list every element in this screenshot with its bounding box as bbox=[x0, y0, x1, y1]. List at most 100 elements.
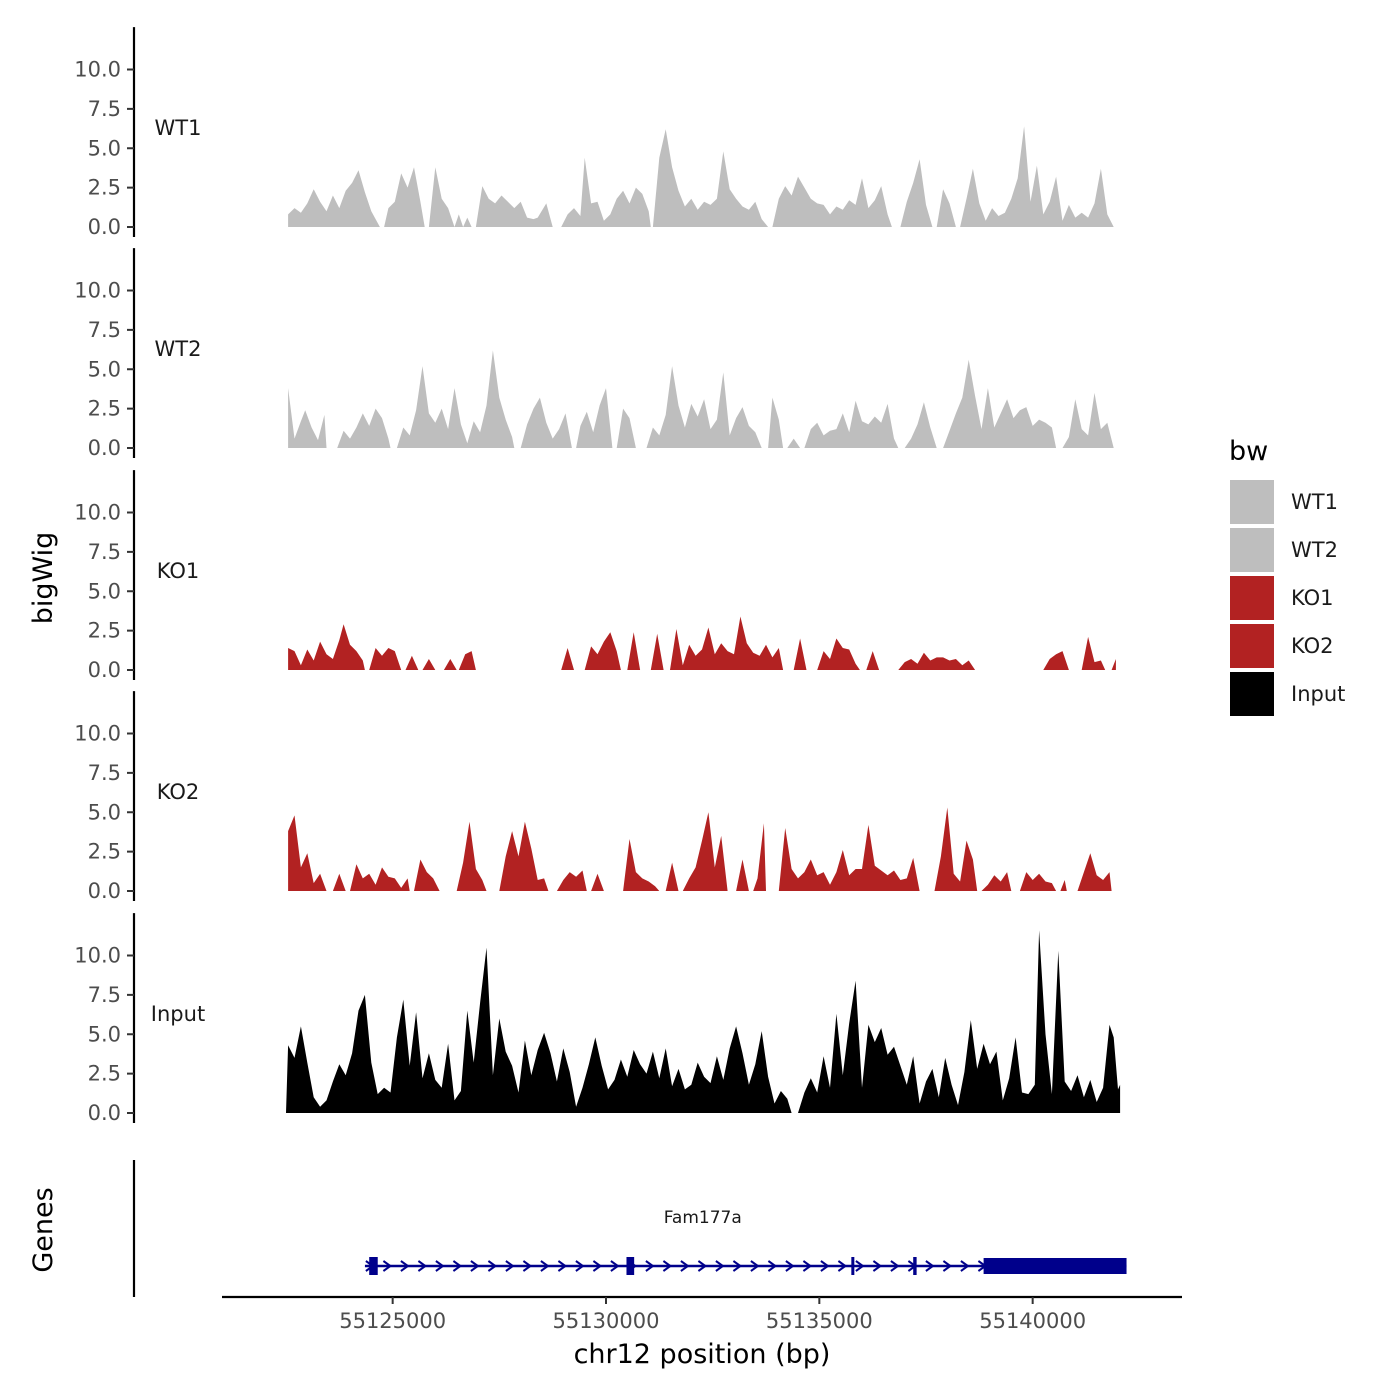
strand-arrow bbox=[960, 1260, 970, 1272]
genes-axis-title: Genes bbox=[28, 1187, 59, 1272]
y-tick-label: 10.0 bbox=[74, 501, 121, 525]
track-label-ko2: KO2 bbox=[157, 780, 200, 804]
strand-arrow bbox=[802, 1260, 813, 1272]
signal-tracks: 0.02.55.07.510.0WT10.02.55.07.510.0WT20.… bbox=[74, 27, 1121, 1125]
y-tick-label: 7.5 bbox=[88, 540, 121, 564]
track-wt1: 0.0 2.5 5.0 7.5 10.0 WT1 bbox=[74, 27, 1114, 239]
strand-arrow bbox=[435, 1260, 445, 1272]
strand-arrow bbox=[697, 1260, 708, 1272]
track-label-wt1: WT1 bbox=[155, 116, 202, 140]
strand-arrow bbox=[575, 1260, 585, 1272]
y-tick-label: 0.0 bbox=[88, 436, 121, 460]
y-tick-label: 5.0 bbox=[88, 136, 121, 160]
signal-area-input bbox=[286, 930, 1121, 1113]
strand-arrow bbox=[540, 1260, 550, 1272]
legend-key-input bbox=[1230, 672, 1274, 716]
signal-area-wt2 bbox=[288, 350, 1114, 448]
genes-track: Fam177a bbox=[132, 1160, 1127, 1297]
legend-key-wt2 bbox=[1230, 528, 1274, 572]
strand-arrow bbox=[942, 1260, 953, 1272]
x-tick-label: 55130000 bbox=[553, 1309, 660, 1333]
legend-label-wt1: WT1 bbox=[1291, 490, 1338, 514]
strand-arrow bbox=[820, 1260, 830, 1272]
y-tick-label: 10.0 bbox=[74, 944, 121, 968]
strand-arrow bbox=[470, 1260, 480, 1272]
strand-arrow bbox=[592, 1260, 603, 1272]
gene-exon bbox=[369, 1257, 378, 1275]
x-tick-label: 55135000 bbox=[766, 1309, 873, 1333]
strand-arrow bbox=[645, 1260, 655, 1272]
strand-arrow bbox=[680, 1260, 690, 1272]
strand-arrow bbox=[925, 1260, 935, 1272]
strand-arrow bbox=[452, 1260, 463, 1272]
track-ko1: 0.0 2.5 5.0 7.5 10.0 KO1 bbox=[74, 470, 1116, 682]
y-tick-label: 2.5 bbox=[88, 397, 121, 421]
y-tick-label: 2.5 bbox=[88, 840, 121, 864]
strand-arrow bbox=[785, 1260, 795, 1272]
strand-arrow bbox=[872, 1260, 883, 1272]
x-axis-title: chr12 position (bp) bbox=[574, 1339, 831, 1370]
y-tick-label: 5.0 bbox=[88, 1022, 121, 1046]
y-tick-label: 2.5 bbox=[88, 619, 121, 643]
y-tick-label: 10.0 bbox=[74, 58, 121, 82]
y-tick-label: 10.0 bbox=[74, 279, 121, 303]
legend-label-ko1: KO1 bbox=[1291, 586, 1334, 610]
track-label-input: Input bbox=[151, 1002, 205, 1026]
y-tick-label: 5.0 bbox=[88, 800, 121, 824]
y-tick-label: 0.0 bbox=[88, 879, 121, 903]
y-tick-label: 5.0 bbox=[88, 579, 121, 603]
y-tick-label: 7.5 bbox=[88, 761, 121, 785]
track-label-ko1: KO1 bbox=[157, 559, 200, 583]
y-tick-label: 7.5 bbox=[88, 983, 121, 1007]
y-tick-label: 10.0 bbox=[74, 722, 121, 746]
strand-arrow bbox=[557, 1260, 568, 1272]
strand-arrow bbox=[750, 1260, 760, 1272]
y-axis-title: bigWig bbox=[28, 532, 59, 625]
y-tick-label: 0.0 bbox=[88, 215, 121, 239]
y-tick-label: 0.0 bbox=[88, 658, 121, 682]
x-axis: 55125000 55130000 55135000 55140000 bbox=[222, 1295, 1182, 1333]
x-tick-label: 55125000 bbox=[339, 1309, 446, 1333]
y-tick-label: 7.5 bbox=[88, 97, 121, 121]
signal-area-wt1 bbox=[288, 126, 1114, 227]
signal-area-ko1 bbox=[288, 616, 1116, 670]
strand-arrow bbox=[400, 1260, 410, 1272]
gene-exon bbox=[626, 1257, 635, 1275]
gene-exon bbox=[851, 1257, 855, 1275]
gene-exon bbox=[913, 1257, 917, 1275]
strand-arrow bbox=[732, 1260, 743, 1272]
track-label-wt2: WT2 bbox=[155, 337, 202, 361]
gene-exon bbox=[983, 1258, 1127, 1274]
strand-arrow bbox=[837, 1260, 848, 1272]
y-tick-label: 0.0 bbox=[88, 1101, 121, 1125]
legend-key-wt1 bbox=[1230, 480, 1274, 524]
legend-key-ko1 bbox=[1230, 576, 1274, 620]
legend-label-input: Input bbox=[1291, 682, 1345, 706]
y-tick-label: 7.5 bbox=[88, 318, 121, 342]
signal-area-ko2 bbox=[288, 807, 1112, 891]
strand-arrow bbox=[855, 1260, 865, 1272]
x-tick-label: 55140000 bbox=[979, 1309, 1086, 1333]
track-ko2: 0.0 2.5 5.0 7.5 10.0 KO2 bbox=[74, 691, 1112, 903]
track-wt2: 0.0 2.5 5.0 7.5 10.0 WT2 bbox=[74, 248, 1114, 460]
strand-arrow bbox=[890, 1260, 900, 1272]
strand-arrow bbox=[417, 1260, 428, 1272]
strand-arrow bbox=[610, 1260, 620, 1272]
y-tick-label: 2.5 bbox=[88, 1062, 121, 1086]
y-tick-label: 5.0 bbox=[88, 357, 121, 381]
legend: bw WT1 WT2 KO1 KO2 Input bbox=[1229, 436, 1345, 716]
strand-arrow bbox=[767, 1260, 778, 1272]
y-tick-label: 2.5 bbox=[88, 176, 121, 200]
strand-arrow bbox=[487, 1260, 498, 1272]
strand-arrow bbox=[662, 1260, 673, 1272]
strand-arrow bbox=[715, 1260, 725, 1272]
legend-label-wt2: WT2 bbox=[1291, 538, 1338, 562]
legend-label-ko2: KO2 bbox=[1291, 634, 1334, 658]
legend-title: bw bbox=[1229, 436, 1268, 467]
strand-arrow bbox=[522, 1260, 533, 1272]
legend-key-ko2 bbox=[1230, 624, 1274, 668]
gene-name-label: Fam177a bbox=[664, 1208, 742, 1228]
strand-arrow bbox=[382, 1260, 393, 1272]
track-input: 0.0 2.5 5.0 7.5 10.0 Input bbox=[74, 913, 1121, 1125]
